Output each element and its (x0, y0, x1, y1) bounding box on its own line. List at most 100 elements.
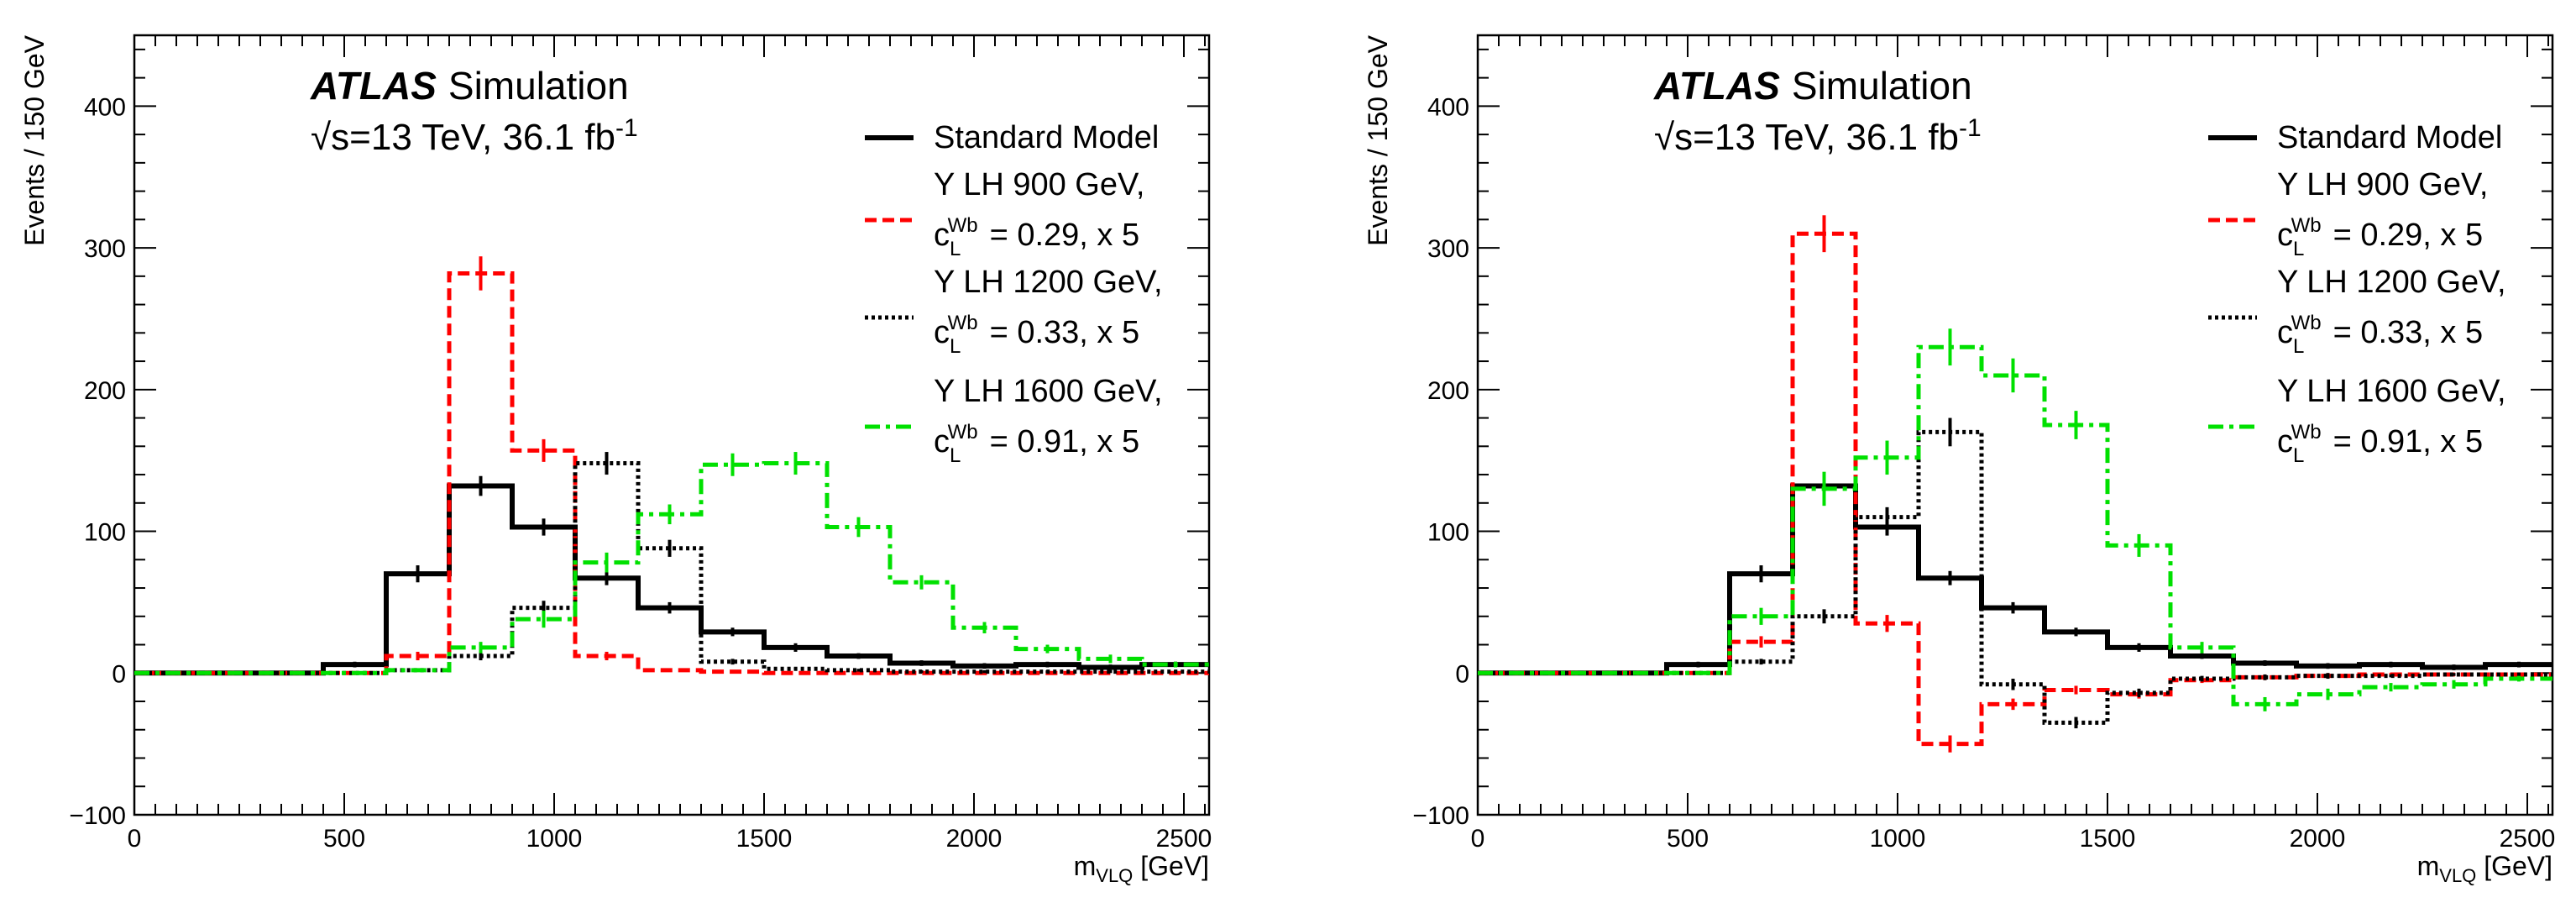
coupling-value: = 0.29, x 5 (2333, 218, 2484, 253)
x-tick-label: 2000 (946, 825, 1003, 853)
legend-label: Standard Model (934, 120, 1159, 155)
legend-item: Y LH 1600 GeV, cLWb = 0.91, x 5 (2208, 374, 2506, 467)
coupling-value: = 0.33, x 5 (990, 315, 1140, 350)
legend-label: Y LH 900 GeV, (2277, 167, 2488, 202)
series-3 (1478, 328, 2552, 711)
coupling-value: = 0.29, x 5 (990, 218, 1140, 253)
x-tick-label: 2000 (2290, 825, 2346, 853)
y-tick-label: −100 (69, 802, 126, 830)
coupling-symbol: c (2277, 218, 2293, 253)
coupling-symbol: c (934, 218, 950, 253)
coupling-sub: L (950, 238, 961, 260)
coupling-sup: Wb (2291, 421, 2322, 444)
coupling-sub: L (950, 444, 961, 467)
coupling-sup: Wb (948, 421, 978, 444)
lumi-exponent: -1 (615, 114, 638, 142)
legend-coupling: cLWb = 0.29, x 5 (2277, 214, 2483, 260)
legend-label: Standard Model (2277, 120, 2502, 155)
x-axis-title-main: m (2417, 851, 2440, 881)
energy-text: s=13 TeV, 36.1 fb (1674, 117, 1959, 158)
x-tick-label: 2500 (2500, 825, 2556, 853)
atlas-brand: ATLAS (1653, 64, 1780, 108)
axis-ticks (1477, 35, 2552, 816)
coupling-symbol: c (2277, 315, 2293, 350)
x-tick-label: 500 (323, 825, 365, 853)
coupling-symbol: c (934, 315, 950, 350)
y-tick-label: 300 (84, 235, 126, 263)
y-axis-title: Events / 150 GeV (19, 34, 50, 245)
atlas-label: ATLAS Simulation (310, 64, 629, 108)
legend-label: Y LH 1600 GeV, (934, 374, 1163, 409)
legend-item: Y LH 1600 GeV, cLWb = 0.91, x 5 (865, 374, 1163, 467)
x-tick-label: 0 (128, 825, 142, 853)
coupling-sub: L (2293, 238, 2304, 260)
coupling-sub: L (2293, 444, 2304, 467)
x-axis-title: mVLQ [GeV] (1074, 851, 1209, 886)
coupling-value: = 0.33, x 5 (2333, 315, 2484, 350)
x-axis-title-unit: [GeV] (1133, 851, 1209, 881)
sqrt-symbol: √ (311, 117, 332, 158)
energy-lumi-label: √s=13 TeV, 36.1 fb-1 (311, 114, 638, 158)
y-tick-label: 100 (1427, 519, 1469, 547)
legend-item: Y LH 1200 GeV, cLWb = 0.33, x 5 (2208, 265, 2506, 358)
x-tick-label: 1000 (1870, 825, 1926, 853)
sqrt-symbol: √ (1654, 117, 1675, 158)
series-3 (134, 452, 1209, 675)
legend-coupling: cLWb = 0.33, x 5 (934, 312, 1139, 358)
energy-lumi-label: √s=13 TeV, 36.1 fb-1 (1654, 114, 1982, 158)
coupling-symbol: c (934, 424, 950, 459)
y-tick-label: 400 (84, 93, 126, 121)
coupling-sup: Wb (948, 214, 978, 237)
legend-item: Y LH 900 GeV, cLWb = 0.29, x 5 (865, 167, 1144, 260)
lumi-exponent: -1 (1959, 114, 1982, 142)
y-tick-label: 0 (1455, 660, 1469, 688)
legend-coupling: cLWb = 0.33, x 5 (2277, 312, 2483, 358)
histogram-line (134, 483, 1209, 676)
coupling-sup: Wb (2291, 214, 2322, 237)
legend-item: Standard Model (2208, 120, 2502, 155)
histogram-line (134, 461, 1209, 675)
x-axis-title-unit: [GeV] (2476, 851, 2552, 881)
x-tick-label: 2500 (1156, 825, 1212, 853)
energy-text: s=13 TeV, 36.1 fb (331, 117, 615, 158)
y-axis-title: Events / 150 GeV (1363, 34, 1393, 245)
coupling-sub: L (950, 335, 961, 358)
x-tick-label: 1500 (2080, 825, 2136, 853)
histogram-line (1478, 344, 2552, 706)
legend-coupling: cLWb = 0.29, x 5 (934, 214, 1139, 260)
legend-label: Y LH 1200 GeV, (934, 265, 1163, 300)
atlas-brand: ATLAS (310, 64, 437, 108)
y-tick-label: 100 (84, 519, 126, 547)
left-plot-panel: 0 500 1000 1500 2000 2500−1000100200300400Eve… (19, 34, 1212, 886)
coupling-sub: L (2293, 335, 2304, 358)
y-tick-label: 200 (84, 377, 126, 405)
legend-label: Y LH 1600 GeV, (2277, 374, 2506, 409)
x-tick-label: 500 (1667, 825, 1709, 853)
legend-coupling: cLWb = 0.91, x 5 (2277, 421, 2483, 467)
plot-frame (1476, 34, 2554, 816)
histogram-line (1478, 429, 2552, 725)
y-tick-label: −100 (1412, 802, 1469, 830)
legend-label: Y LH 1200 GeV, (2277, 265, 2506, 300)
x-axis-title: mVLQ [GeV] (2417, 851, 2552, 886)
atlas-simulation: Simulation (1792, 64, 1972, 108)
x-axis-title-sub: VLQ (2439, 865, 2476, 886)
right-plot-panel: 0 500 1000 1500 2000 2500−1000100200300400Eve… (1363, 34, 2555, 886)
atlas-label: ATLAS Simulation (1653, 64, 1972, 108)
coupling-value: = 0.91, x 5 (2333, 424, 2484, 459)
x-axis-title-sub: VLQ (1096, 865, 1133, 886)
legend-coupling: cLWb = 0.91, x 5 (934, 421, 1139, 467)
x-tick-label: 0 (1471, 825, 1485, 853)
plot-frame (133, 34, 1211, 816)
x-tick-label: 1500 (736, 825, 793, 853)
coupling-symbol: c (2277, 424, 2293, 459)
coupling-value: = 0.91, x 5 (990, 424, 1140, 459)
y-tick-label: 200 (1427, 377, 1469, 405)
legend-item: Standard Model (865, 120, 1159, 155)
legend-item: Y LH 900 GeV, cLWb = 0.29, x 5 (2208, 167, 2488, 260)
legend-item: Y LH 1200 GeV, cLWb = 0.33, x 5 (865, 265, 1163, 358)
y-tick-label: 300 (1427, 235, 1469, 263)
